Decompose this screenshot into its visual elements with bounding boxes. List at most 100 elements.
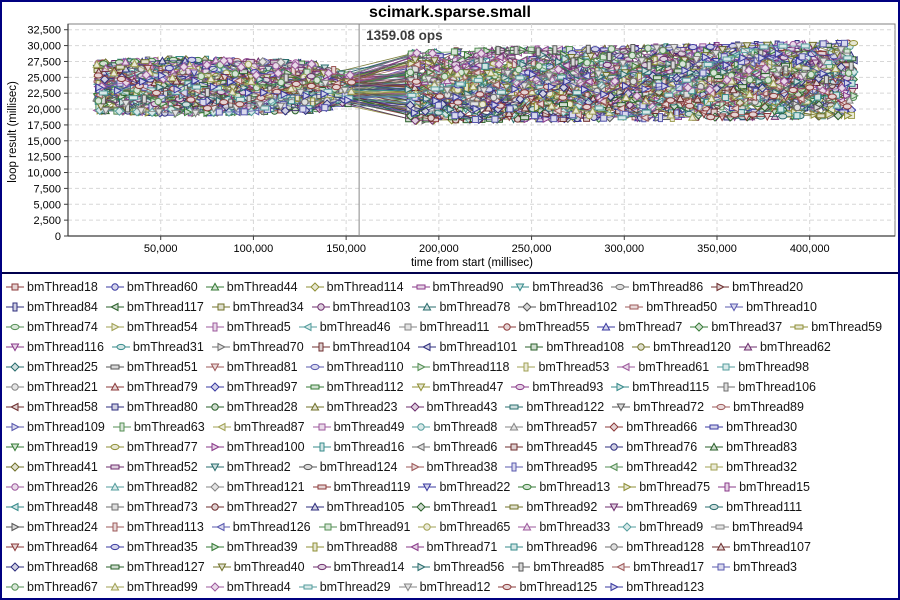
diamond-marker bbox=[290, 60, 300, 71]
triangle-right-marker bbox=[226, 77, 236, 87]
diamond-marker bbox=[410, 115, 420, 126]
rect-h-marker bbox=[817, 51, 827, 57]
triangle-right-marker bbox=[577, 56, 587, 66]
triangle-up-marker bbox=[571, 105, 581, 114]
circle-marker bbox=[427, 114, 435, 122]
plot-svg: scimark.sparse.small 02,5005,0007,50010,… bbox=[7, 4, 896, 269]
legend-label: bmThread78 bbox=[439, 300, 511, 314]
diamond-marker bbox=[452, 63, 462, 74]
y-tick-label: 5,000 bbox=[33, 199, 61, 211]
triangle-down-marker bbox=[255, 101, 265, 110]
diamond-legend-icon bbox=[305, 282, 324, 292]
triangle-right-marker bbox=[173, 85, 182, 94]
rect-h-marker bbox=[713, 74, 723, 80]
triangle-right-marker bbox=[739, 53, 748, 63]
circle-marker bbox=[406, 68, 414, 77]
triangle-up-marker bbox=[442, 75, 452, 84]
triangle-right-marker bbox=[843, 78, 853, 88]
rect-h-marker bbox=[557, 74, 567, 80]
triangle-up-marker bbox=[728, 85, 738, 94]
triangle-right-marker bbox=[411, 108, 420, 118]
triangle-right-marker bbox=[302, 91, 312, 100]
triangle-up-marker bbox=[486, 68, 496, 77]
triangle-left-marker bbox=[584, 77, 593, 86]
ellipse-h-marker bbox=[705, 43, 715, 50]
triangle-left-marker bbox=[640, 113, 649, 123]
triangle-up-marker bbox=[675, 93, 685, 103]
ellipse-h-marker bbox=[520, 89, 530, 96]
triangle-down-marker bbox=[569, 82, 579, 91]
triangle-down-marker bbox=[652, 44, 662, 53]
circle-marker bbox=[629, 77, 638, 86]
ellipse-h-legend-icon bbox=[611, 283, 630, 291]
triangle-right-marker bbox=[114, 86, 123, 95]
triangle-left-marker bbox=[412, 60, 421, 69]
ellipse-h-marker bbox=[168, 56, 178, 63]
triangle-up-marker bbox=[504, 108, 514, 117]
circle-marker bbox=[197, 72, 205, 81]
square-marker bbox=[217, 303, 225, 311]
x-tick-label: 100,000 bbox=[234, 243, 274, 255]
diamond-marker bbox=[744, 65, 754, 76]
rect-h-marker bbox=[323, 88, 333, 94]
diamond-marker bbox=[405, 100, 415, 110]
square-marker bbox=[240, 108, 248, 116]
triangle-up-marker bbox=[844, 95, 854, 104]
triangle-right-marker bbox=[139, 77, 148, 86]
diamond-marker bbox=[538, 88, 548, 99]
triangle-down-marker bbox=[836, 46, 846, 55]
circle-marker bbox=[793, 103, 802, 112]
triangle-left-marker bbox=[660, 99, 669, 109]
rect-h-marker bbox=[572, 90, 582, 96]
series-bmThread123 bbox=[95, 49, 853, 118]
rect-v-marker bbox=[652, 56, 658, 66]
rect-h-marker bbox=[617, 115, 627, 121]
square-marker bbox=[299, 105, 307, 113]
diamond-marker bbox=[476, 48, 487, 59]
circle-marker bbox=[607, 45, 616, 53]
square-marker bbox=[600, 114, 608, 122]
y-tick-label: 32,500 bbox=[27, 25, 61, 37]
diamond-marker bbox=[553, 64, 564, 75]
triangle-right-marker bbox=[819, 69, 828, 79]
triangle-up-marker bbox=[423, 302, 432, 311]
rect-h-marker bbox=[558, 102, 568, 108]
ellipse-h-marker bbox=[202, 105, 212, 112]
rect-v-marker bbox=[585, 44, 591, 54]
square-marker bbox=[506, 105, 514, 113]
rect-v-marker bbox=[283, 73, 289, 83]
square-marker bbox=[721, 94, 729, 102]
triangle-right-marker bbox=[758, 53, 767, 63]
rect-v-marker bbox=[657, 113, 663, 123]
y-tick-label: 15,000 bbox=[27, 136, 61, 148]
triangle-down-marker bbox=[515, 283, 525, 292]
rect-h-marker bbox=[430, 86, 440, 92]
triangle-right-marker bbox=[519, 60, 528, 70]
triangle-down-marker bbox=[154, 108, 164, 117]
square-marker bbox=[798, 53, 806, 61]
triangle-up-marker bbox=[286, 83, 296, 92]
y-axis-title: loop result (millisec) bbox=[7, 81, 19, 183]
ellipse-h-marker bbox=[453, 99, 463, 106]
triangle-up-marker bbox=[832, 100, 842, 109]
triangle-left-marker bbox=[233, 76, 243, 86]
rect-v-marker bbox=[670, 60, 676, 70]
x-tick-label: 400,000 bbox=[790, 243, 830, 255]
diamond-marker bbox=[760, 102, 770, 112]
triangle-right-marker bbox=[404, 85, 414, 94]
triangle-up-marker bbox=[246, 76, 256, 85]
legend-label: bmThread90 bbox=[432, 280, 504, 294]
y-tick-label: 30,000 bbox=[27, 41, 61, 53]
triangle-right-marker bbox=[665, 59, 674, 69]
legend-label: bmThread117 bbox=[126, 300, 204, 314]
square-marker bbox=[434, 101, 442, 109]
circle-legend-icon bbox=[105, 283, 124, 291]
ellipse-h-marker bbox=[615, 283, 625, 291]
triangle-up-marker bbox=[831, 64, 840, 73]
triangle-down-marker bbox=[442, 86, 452, 95]
diamond-marker bbox=[760, 63, 771, 73]
triangle-up-marker bbox=[666, 110, 676, 119]
triangle-right-marker bbox=[621, 81, 631, 91]
triangle-left-marker bbox=[730, 103, 739, 113]
triangle-down-marker bbox=[101, 107, 111, 116]
